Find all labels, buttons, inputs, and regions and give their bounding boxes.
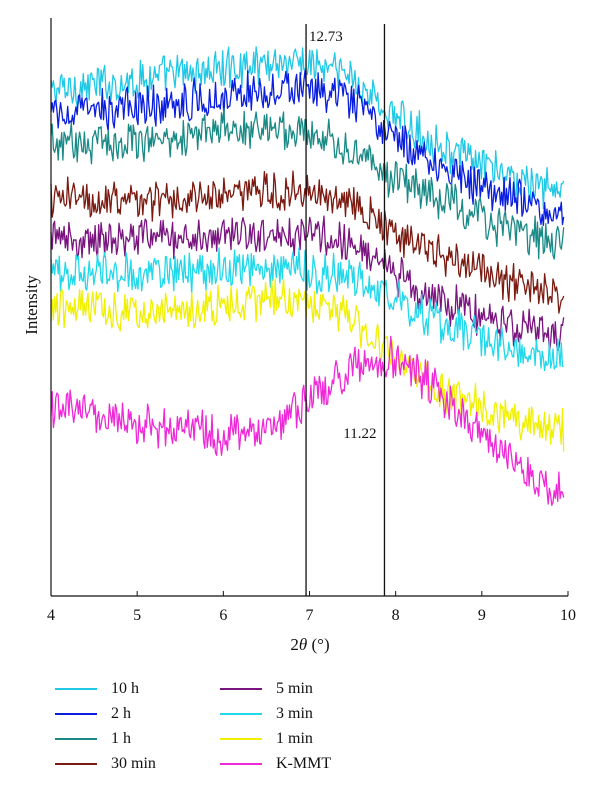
legend-item: 1 min bbox=[220, 728, 313, 750]
x-axis-label-theta: θ bbox=[299, 635, 307, 654]
legend-swatch bbox=[55, 763, 97, 765]
legend-swatch bbox=[220, 763, 262, 765]
legend-swatch bbox=[55, 738, 97, 740]
series-line-2-h bbox=[50, 69, 565, 227]
legend-item: 1 h bbox=[55, 728, 131, 750]
legend-item: 10 h bbox=[55, 678, 139, 700]
x-tick-label: 4 bbox=[47, 607, 55, 624]
x-axis: 4 5 6 7 8 9 10 bbox=[47, 18, 576, 624]
legend-label: 30 min bbox=[111, 755, 156, 772]
x-tick-label: 10 bbox=[560, 607, 576, 624]
legend-swatch bbox=[220, 738, 262, 740]
legend-swatch bbox=[220, 713, 262, 715]
legend-item: 30 min bbox=[55, 753, 156, 775]
legend-item: K-MMT bbox=[220, 753, 331, 775]
series-line-1-min bbox=[50, 278, 565, 452]
series-line-1-h bbox=[50, 108, 565, 260]
legend-label: 1 min bbox=[276, 730, 313, 747]
legend-label: 3 min bbox=[276, 705, 313, 722]
x-tick-label: 9 bbox=[478, 607, 486, 624]
legend-label: 10 h bbox=[111, 680, 139, 697]
legend-swatch bbox=[55, 688, 97, 690]
legend-label: 1 h bbox=[111, 730, 131, 747]
x-tick-label: 5 bbox=[133, 607, 141, 624]
xrd-chart: 12.73 11.22 4 5 6 7 8 9 10 Intensity 2θ (°) bbox=[22, 18, 576, 654]
series-line-k-mmt bbox=[50, 335, 565, 506]
legend-label: 5 min bbox=[276, 680, 313, 697]
x-tick-label: 6 bbox=[219, 607, 227, 624]
vline-layer: 12.73 11.22 bbox=[305, 24, 386, 596]
legend-item: 3 min bbox=[220, 703, 313, 725]
legend-label: 2 h bbox=[111, 705, 131, 722]
series-line-10-h bbox=[50, 46, 565, 210]
series-line-3-min bbox=[50, 247, 564, 372]
series-line-30-min bbox=[50, 170, 565, 314]
legend-swatch bbox=[55, 713, 97, 715]
x-axis-label-prefix: 2 bbox=[290, 635, 299, 654]
legend-label: K-MMT bbox=[276, 755, 332, 772]
y-axis-label: Intensity bbox=[22, 275, 41, 335]
reference-label-1: 12.73 bbox=[309, 29, 343, 45]
legend-swatch bbox=[220, 688, 262, 690]
x-tick-label: 7 bbox=[306, 607, 314, 624]
x-tick-label: 8 bbox=[392, 607, 400, 624]
x-axis-label: 2θ (°) bbox=[290, 635, 329, 654]
legend-item: 5 min bbox=[220, 678, 313, 700]
series-line-5-min bbox=[50, 215, 565, 355]
series-layer bbox=[50, 46, 565, 506]
legend-item: 2 h bbox=[55, 703, 131, 725]
legend: 10 h 2 h 1 h 30 min 5 min 3 min 1 min K-MMT bbox=[55, 678, 475, 788]
x-axis-label-suffix: (°) bbox=[307, 635, 329, 654]
reference-label-2: 11.22 bbox=[343, 426, 376, 442]
